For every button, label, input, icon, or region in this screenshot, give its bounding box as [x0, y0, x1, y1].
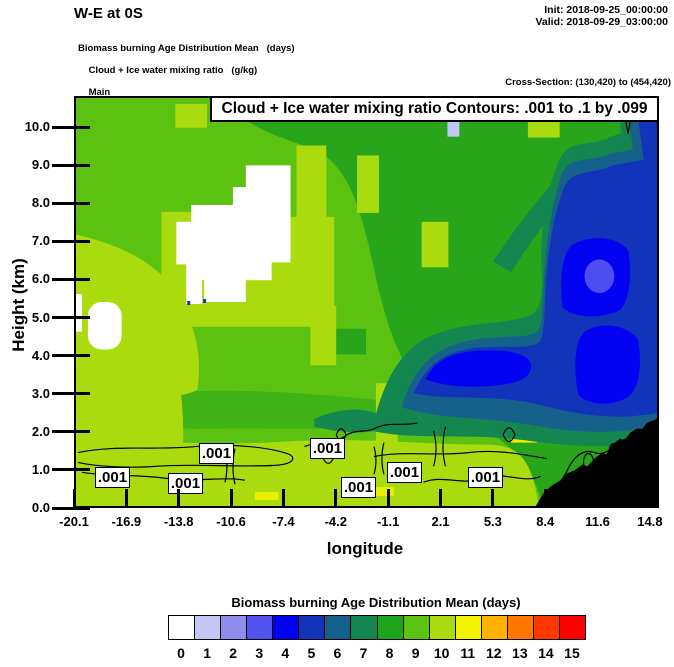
colorbar-tick-label: 3	[255, 645, 264, 661]
y-axis-tick-label: 3.0	[31, 385, 50, 401]
colorbar-cell	[429, 615, 456, 640]
valid-timestamp: Valid: 2018-09-29_03:00:00	[535, 16, 668, 28]
contour-plot	[74, 96, 659, 508]
y-axis-tick	[52, 163, 90, 167]
x-axis-tick	[334, 489, 338, 507]
colorbar-cell	[168, 615, 195, 640]
y-axis-tick-label: 6.0	[31, 271, 50, 287]
x-axis-tick	[124, 489, 128, 507]
contour-value-label: .001	[168, 473, 203, 494]
x-axis-tick-label: -10.6	[216, 514, 246, 529]
x-axis-tick-label: -7.4	[272, 514, 295, 529]
colorbar-tick-label: 1	[203, 645, 211, 661]
colorbar-tick-label: 6	[333, 645, 342, 661]
contour-value-label: .001	[310, 438, 345, 459]
y-axis-tick-label: 1.0	[31, 461, 50, 477]
contour-value-label: .001	[199, 443, 234, 464]
colorbar-tick-label: 0	[177, 645, 185, 661]
y-axis-tick	[52, 125, 90, 129]
x-axis-tick	[439, 489, 443, 507]
x-axis-tick	[386, 489, 390, 507]
x-axis-tick-label: 14.8	[637, 514, 663, 529]
colorbar-cell	[507, 615, 534, 640]
x-axis-tick-label: -1.1	[376, 514, 400, 529]
x-axis-tick-label: -4.2	[324, 514, 347, 529]
x-axis-tick	[596, 489, 600, 507]
colorbar-tick-label: 13	[512, 645, 528, 661]
colorbar-cell	[481, 615, 508, 640]
y-axis-tick-label: 9.0	[31, 157, 50, 173]
y-axis-tick	[52, 392, 90, 396]
x-axis-tick-label: 8.4	[536, 514, 555, 529]
colorbar-tick-label: 5	[307, 645, 316, 661]
colorbar-tick-label: 4	[281, 645, 290, 661]
colorbar-tick-label: 10	[433, 645, 450, 661]
x-axis-tick	[281, 489, 285, 507]
y-axis-tick-label: 8.0	[31, 195, 50, 211]
colorbar-tick-label: 12	[485, 645, 502, 661]
x-axis-tick-label: 5.3	[483, 514, 502, 529]
x-axis-tick	[491, 489, 495, 507]
colorbar-cell	[377, 615, 404, 640]
x-axis-tick-label: -13.8	[163, 514, 194, 529]
y-axis-tick	[52, 277, 90, 281]
colorbar-tick-label: 7	[359, 645, 368, 661]
contour-value-label: .001	[341, 477, 376, 498]
colorbar-cell	[403, 615, 430, 640]
y-axis-tick	[52, 354, 90, 358]
colorbar-cell	[533, 615, 560, 640]
x-axis-tick	[543, 489, 547, 507]
y-axis-tick-label: 7.0	[31, 233, 50, 249]
y-axis-tick	[52, 316, 90, 319]
colorbar-tick-label: 8	[385, 645, 394, 661]
colorbar-cell	[455, 615, 482, 640]
y-axis-tick	[52, 468, 90, 472]
cross-section-coords: Cross-Section: (130,420) to (454,420)	[505, 77, 671, 88]
contour-plot-canvas	[76, 98, 657, 506]
colorbar-cell	[272, 615, 299, 640]
colorbar-tick-label: 14	[538, 645, 554, 661]
colorbar-tick-label: 2	[229, 645, 238, 661]
colorbar-title: Biomass burning Age Distribution Mean (d…	[231, 595, 521, 610]
colorbar-cell	[246, 615, 273, 640]
x-axis-tick	[648, 489, 652, 507]
x-axis-label: longitude	[326, 539, 404, 558]
colorbar-cell	[220, 615, 247, 640]
contour-value-label: .001	[468, 467, 503, 488]
colorbar-cell	[324, 615, 351, 640]
y-axis-tick	[52, 430, 90, 434]
x-axis-tick-label: 11.6	[585, 514, 610, 529]
y-axis-tick-label: 4.0	[31, 347, 50, 363]
colorbar-tick-label: 15	[564, 645, 580, 661]
x-axis-tick	[177, 489, 181, 507]
contour-value-label: .001	[387, 462, 422, 483]
colorbar-tick-label: 11	[460, 645, 476, 661]
y-axis-tick-label: 0.0	[31, 500, 50, 515]
colorbar-tick-label: 9	[411, 645, 420, 661]
colorbar-cell	[298, 615, 325, 640]
y-axis-tick	[52, 506, 90, 510]
x-axis-tick	[229, 489, 233, 507]
product-line-3: Main	[88, 87, 111, 98]
y-axis-tick-label: 2.0	[31, 423, 50, 439]
colorbar-cell	[350, 615, 378, 640]
x-axis-tick-label: -16.9	[111, 514, 142, 529]
product-line-1: Biomass burning Age Distribution Mean (d…	[78, 43, 295, 54]
y-axis-tick-label: 5.0	[31, 309, 50, 325]
y-axis-tick	[52, 201, 90, 205]
init-timestamp: Init: 2018-09-25_00:00:00	[544, 4, 668, 16]
x-axis-tick-label: -20.1	[59, 514, 89, 529]
colorbar-cell	[194, 615, 221, 640]
y-axis-tick-label: 10.0	[24, 119, 50, 134]
product-description: Biomass burning Age Distribution Mean (d…	[78, 43, 295, 98]
x-axis-tick-label: 2.1	[431, 514, 450, 529]
colorbar-cell	[559, 615, 586, 640]
contour-info-box: Cloud + Ice water mixing ratio Contours:…	[210, 96, 659, 122]
product-line-2: Cloud + Ice water mixing ratio (g/kg)	[88, 65, 258, 76]
page-title: W-E at 0S	[74, 5, 143, 22]
x-axis-tick	[72, 489, 76, 507]
contour-value-label: .001	[95, 467, 130, 488]
y-axis-tick	[52, 239, 90, 243]
